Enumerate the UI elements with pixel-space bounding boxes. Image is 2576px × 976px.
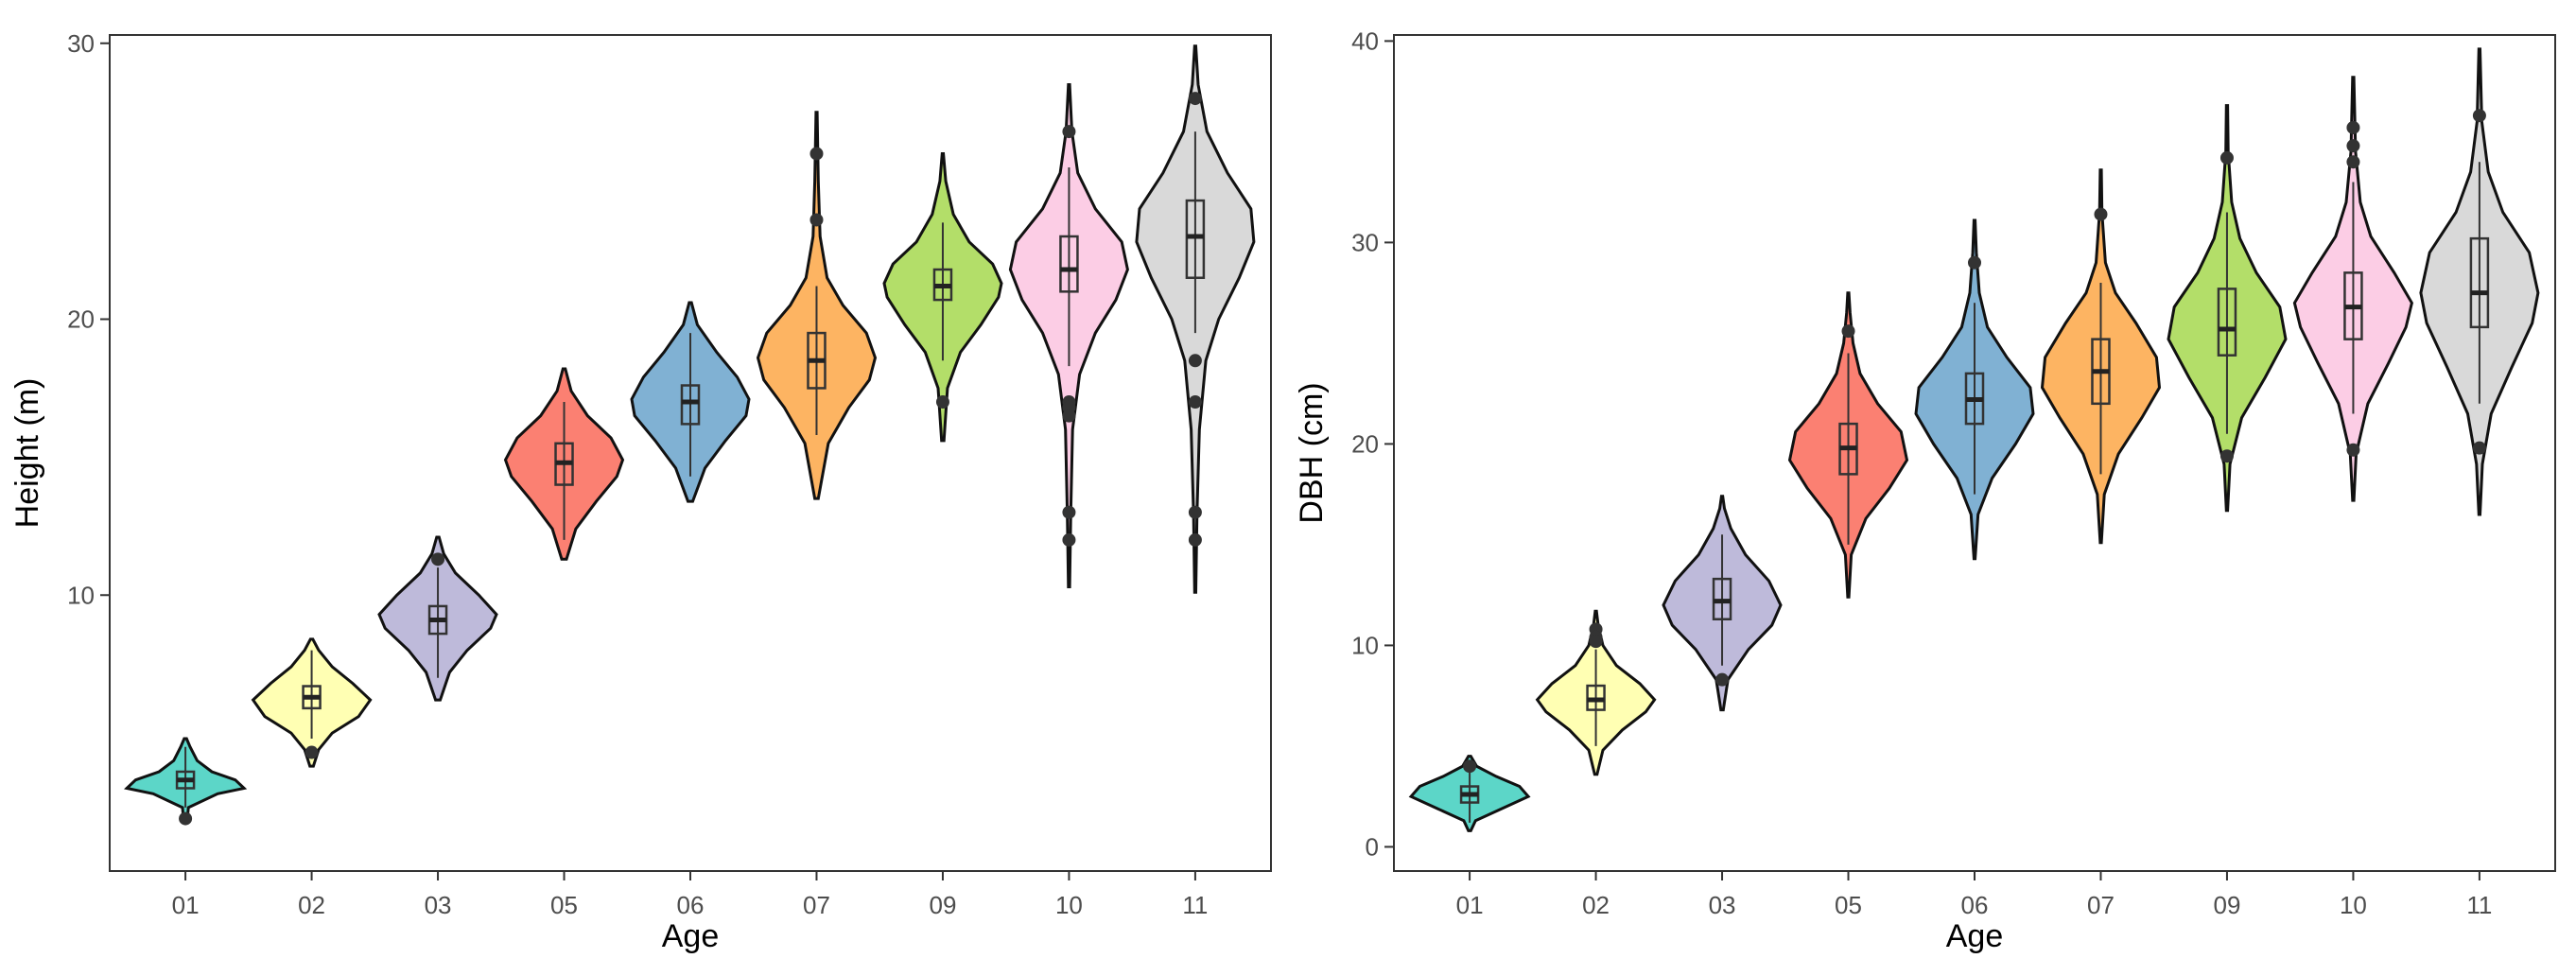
x-tick-label: 02: [1582, 891, 1610, 919]
y-tick-label: 20: [1351, 429, 1379, 458]
box-iqr: [1185, 199, 1206, 279]
violin-group-03: [1662, 495, 1783, 712]
box-iqr: [2469, 236, 2490, 329]
x-tick-label: 06: [1961, 891, 1989, 919]
outlier-point: [2472, 441, 2486, 455]
outlier-point: [1188, 92, 1202, 106]
y-axis-title: DBH (cm): [1294, 382, 1330, 523]
outlier-point: [1188, 505, 1202, 519]
outlier-point: [1589, 635, 1603, 649]
outlier-point: [1062, 409, 1076, 423]
violin-group-03: [377, 535, 498, 702]
y-tick-label: 0: [1366, 832, 1379, 861]
y-tick-label: 30: [1351, 228, 1379, 256]
outlier-point: [935, 395, 949, 410]
violin-group-06: [630, 301, 751, 503]
outlier-point: [2346, 139, 2360, 153]
outlier-point: [809, 147, 824, 161]
outlier-point: [1968, 255, 1981, 270]
y-tick-label: 10: [1351, 631, 1379, 659]
outlier-point: [1062, 125, 1076, 139]
outlier-point: [809, 213, 824, 227]
outlier-point: [2472, 109, 2486, 123]
violin-group-06: [1914, 218, 2035, 561]
violin-group-11: [2419, 47, 2540, 516]
box-iqr: [680, 384, 701, 426]
x-tick-label: 01: [1456, 891, 1484, 919]
x-tick-label: 03: [425, 891, 452, 919]
violin-group-10: [2292, 76, 2414, 502]
violin-group-05: [503, 367, 625, 561]
violin-group-01: [123, 737, 248, 826]
box-iqr: [1059, 235, 1079, 293]
height-violin-panel: 10 20 30 01 02 03 05 06 07 09 10 11 Age Height (m): [9, 29, 1272, 954]
dbh-violin-panel: 0 10 20 30 40 01 02 03 05 06 07 09 10 11 Age DBH (cm): [1294, 26, 2556, 954]
outlier-point: [1841, 324, 1855, 339]
violin-group-01: [1408, 755, 1531, 832]
outlier-point: [2219, 449, 2234, 463]
outlier-point: [1188, 354, 1202, 368]
x-tick-label: 03: [1709, 891, 1736, 919]
violin-group-09: [882, 152, 1003, 443]
outlier-point: [305, 745, 319, 759]
x-tick-label: 02: [298, 891, 325, 919]
x-tick-label: 11: [2466, 891, 2492, 919]
outlier-point: [1463, 759, 1477, 774]
y-tick-label: 40: [1351, 26, 1379, 55]
x-tick-label: 05: [550, 891, 578, 919]
outlier-point: [2346, 155, 2360, 169]
outlier-point: [1188, 395, 1202, 410]
x-tick-label: 01: [172, 891, 200, 919]
outlier-point: [1062, 505, 1076, 519]
violin-group-07: [756, 111, 878, 500]
x-tick-label: 07: [803, 891, 830, 919]
violin-group-10: [1008, 83, 1129, 588]
outlier-point: [431, 552, 445, 566]
violin-group-07: [2040, 168, 2162, 545]
box-iqr: [2217, 288, 2237, 357]
outlier-point: [1062, 532, 1076, 547]
x-axis-title: Age: [1946, 918, 2004, 954]
outlier-point: [1715, 672, 1730, 687]
violin-group-09: [2167, 104, 2288, 513]
x-tick-label: 10: [2340, 891, 2367, 919]
outlier-point: [179, 811, 193, 826]
outlier-point: [2346, 443, 2360, 457]
x-tick-label: 09: [2213, 891, 2240, 919]
y-tick-label: 30: [67, 29, 95, 58]
x-tick-label: 10: [1055, 891, 1083, 919]
y-tick-label: 20: [67, 305, 95, 334]
x-tick-label: 06: [677, 891, 705, 919]
x-tick-label: 05: [1835, 891, 1862, 919]
outlier-point: [1188, 532, 1202, 547]
x-tick-label: 07: [2087, 891, 2115, 919]
outlier-point: [2219, 150, 2234, 165]
outlier-point: [2346, 120, 2360, 134]
violin-group-02: [1535, 609, 1657, 776]
y-axis-title: Height (m): [9, 378, 45, 529]
violin-group-05: [1787, 291, 1909, 599]
outlier-point: [2094, 207, 2108, 221]
y-tick-label: 10: [67, 581, 95, 609]
x-tick-label: 09: [929, 891, 956, 919]
violin-group-02: [251, 637, 373, 768]
violin-group-11: [1135, 44, 1256, 594]
x-tick-label: 11: [1182, 891, 1208, 919]
x-axis-title: Age: [662, 918, 720, 954]
